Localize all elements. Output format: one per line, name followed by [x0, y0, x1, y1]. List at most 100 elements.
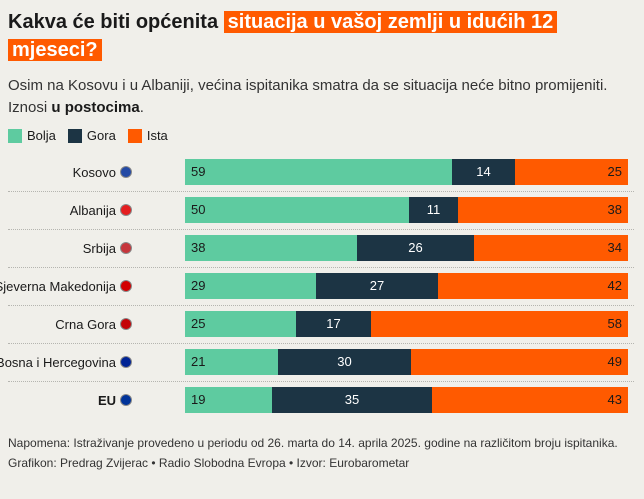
bar-segment-gora	[452, 159, 515, 185]
data-label: 27	[369, 278, 385, 293]
bar-segment-bolja	[185, 387, 272, 413]
bar-track: 59 14 25	[185, 159, 628, 185]
flag-icon	[120, 204, 132, 216]
category-label: Srbija	[83, 235, 132, 261]
bar-segment-gora	[278, 349, 411, 375]
data-label: 29	[191, 278, 206, 293]
bar-track: 29 27 42	[185, 273, 628, 299]
bar-row: Crna Gora 25 17 58	[0, 311, 644, 337]
bar-row: Srbija 38 26 34	[0, 235, 644, 261]
data-label: 35	[344, 392, 360, 407]
bar-segment-bolja	[185, 235, 357, 261]
flag-icon	[120, 280, 132, 292]
data-label: 49	[607, 354, 622, 369]
bar-row: Sjeverna Makedonija 29 27 42	[0, 273, 644, 299]
row-separator	[8, 381, 634, 382]
data-label: 38	[607, 202, 622, 217]
data-label: 25	[191, 316, 206, 331]
data-label: 43	[607, 392, 622, 407]
bar-row: Albanija 50 11 38	[0, 197, 644, 223]
bar-segment-ista	[458, 197, 628, 223]
legend-item-bolja: Bolja	[8, 128, 56, 143]
data-label: 30	[337, 354, 352, 369]
legend-swatch	[8, 128, 22, 143]
bar-segment-gora	[409, 197, 458, 223]
data-label: 11	[426, 202, 441, 217]
footer: Napomena: Istraživanje provedeno u perio…	[8, 433, 638, 473]
flag-icon	[120, 356, 132, 368]
footer-credits: Grafikon: Predrag Zvijerac • Radio Slobo…	[8, 456, 410, 470]
flag-icon	[120, 242, 132, 254]
bar-track: 50 11 38	[185, 197, 628, 223]
bar-track: 38 26 34	[185, 235, 628, 261]
row-separator	[8, 191, 634, 192]
category-label: Albanija	[70, 197, 132, 223]
category-label: Sjeverna Makedonija	[0, 273, 132, 299]
bar-segment-gora	[296, 311, 371, 337]
category-label-text: Bosna i Hercegovina	[0, 354, 116, 370]
category-label: Kosovo	[73, 159, 132, 185]
bar-segment-bolja	[185, 273, 316, 299]
bar-segment-bolja	[185, 197, 409, 223]
category-label-text: Crna Gora	[55, 316, 116, 332]
legend-swatch	[67, 128, 82, 143]
legend-label: Gora	[86, 128, 116, 143]
bar-row: EU 19 35 43	[0, 387, 644, 413]
flag-icon	[120, 318, 132, 330]
data-label: 26	[408, 240, 423, 255]
data-label: 34	[607, 240, 622, 255]
bar-segment-ista	[438, 273, 628, 299]
subtitle-prefix: Iznosi	[8, 99, 52, 116]
bar-segment-bolja	[185, 349, 278, 375]
bar-segment-bolja	[185, 311, 296, 337]
data-label: 38	[191, 240, 206, 255]
chart-subtitle: Osim na Kosovu i u Albaniji, većina ispi…	[8, 75, 634, 119]
chart-title: Kakva će biti općenita situacija u vašoj…	[8, 8, 628, 64]
bar-segment-gora	[272, 387, 432, 413]
legend-label: Ista	[146, 128, 168, 143]
data-label: 21	[191, 354, 206, 369]
bar-track: 21 30 49	[185, 349, 628, 375]
data-label: 19	[191, 392, 206, 407]
legend: Bolja Gora Ista	[8, 128, 180, 143]
data-label: 42	[607, 278, 622, 293]
bar-segment-ista	[432, 387, 628, 413]
bar-segment-ista	[411, 349, 628, 375]
category-label: EU	[98, 387, 132, 413]
subtitle-bold: u postocima	[51, 99, 140, 116]
category-label: Crna Gora	[55, 311, 132, 337]
legend-item-gora: Gora	[67, 128, 116, 143]
bar-row: Bosna i Hercegovina 21 30 49	[0, 349, 644, 375]
subtitle-line1: Osim na Kosovu i u Albaniji, većina ispi…	[8, 77, 608, 94]
category-label-text: Sjeverna Makedonija	[0, 278, 116, 294]
subtitle-line2: Iznosi u postocima.	[8, 97, 634, 119]
title-plain: Kakva će biti općenita	[8, 11, 224, 33]
data-label: 59	[191, 164, 206, 179]
bar-segment-gora	[316, 273, 438, 299]
bar-segment-gora	[357, 235, 474, 261]
legend-item-ista: Ista	[127, 128, 168, 143]
data-label: 58	[607, 316, 622, 331]
bar-segment-bolja	[185, 159, 452, 185]
bar-track: 25 17 58	[185, 311, 628, 337]
footer-note: Napomena: Istraživanje provedeno u perio…	[8, 436, 618, 450]
legend-label: Bolja	[27, 128, 56, 143]
bar-segment-ista	[515, 159, 628, 185]
data-label: 50	[191, 202, 206, 217]
flag-icon	[120, 166, 132, 178]
bar-segment-ista	[474, 235, 628, 261]
bar-row: Kosovo 59 14 25	[0, 159, 644, 185]
bar-segment-ista	[371, 311, 628, 337]
category-label-text: Kosovo	[72, 164, 116, 180]
row-separator	[8, 267, 634, 268]
data-label: 17	[326, 316, 341, 331]
data-label: 14	[476, 164, 491, 179]
data-label: 25	[607, 164, 622, 179]
legend-swatch	[127, 128, 142, 143]
bar-track: 19 35 43	[185, 387, 628, 413]
category-label: Bosna i Hercegovina	[0, 349, 132, 375]
category-label-text: Srbija	[82, 240, 116, 256]
row-separator	[8, 343, 634, 344]
category-label-text: Albanija	[69, 202, 116, 218]
category-label-text: EU	[97, 392, 116, 408]
